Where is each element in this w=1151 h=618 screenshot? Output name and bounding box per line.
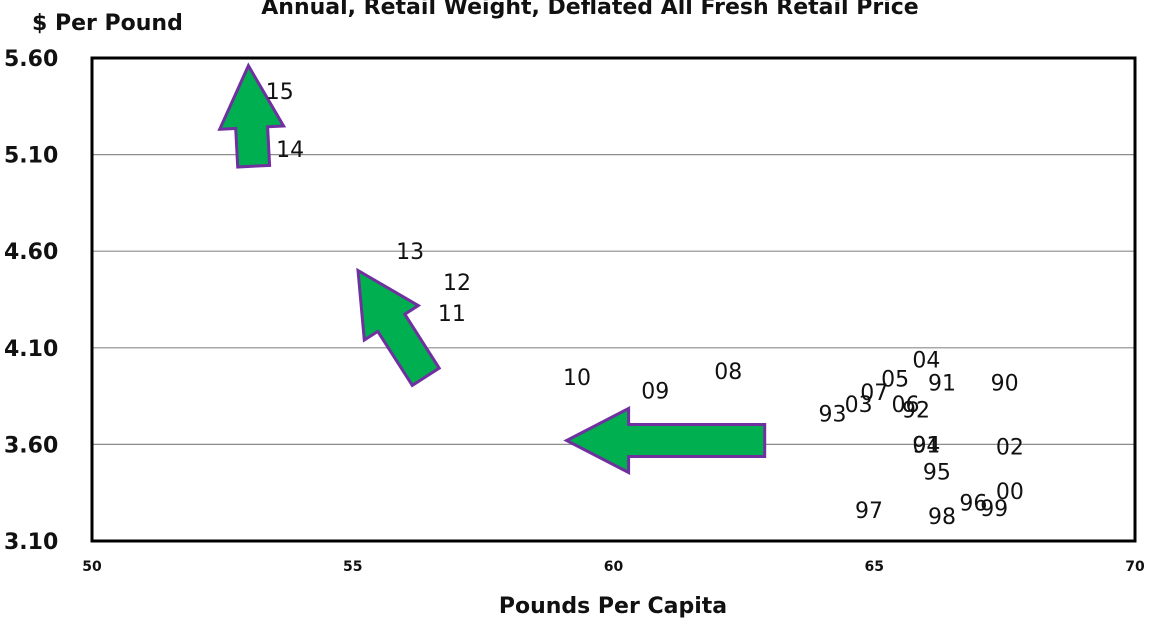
data-point-label: 02 [996, 435, 1024, 460]
data-point-label: 07 [860, 381, 888, 406]
data-point-label: 10 [563, 366, 591, 391]
data-point-label: 97 [855, 499, 883, 524]
x-tick-label: 50 [82, 559, 102, 575]
data-point-label: 14 [276, 138, 304, 163]
data-point-label: 12 [443, 271, 471, 296]
y-tick-label: 4.60 [4, 240, 58, 265]
data-point-label: 96 [959, 491, 987, 516]
trend-arrow [356, 267, 442, 388]
trend-arrows [217, 62, 767, 475]
data-point-label: 91 [928, 372, 956, 397]
trend-arrow [217, 62, 287, 169]
data-point-label: 08 [714, 360, 742, 385]
trend-arrow [563, 406, 767, 475]
x-tick-label: 55 [343, 559, 362, 575]
y-axis-label: $ Per Pound [32, 11, 183, 36]
x-tick-labels: 50 55 60 65 70 [82, 559, 1145, 575]
data-point-label: 00 [996, 480, 1024, 505]
x-tick-label: 65 [865, 559, 884, 575]
data-point-label: 03 [845, 393, 873, 418]
y-tick-labels: 3.10 3.60 4.10 4.60 5.10 5.60 [4, 47, 58, 555]
y-tick-label: 5.60 [4, 47, 58, 72]
y-tick-label: 5.10 [4, 144, 58, 169]
data-point-label: 09 [641, 379, 669, 404]
data-point-label: 93 [819, 402, 847, 427]
data-point-label: 95 [923, 460, 951, 485]
x-tick-label: 70 [1125, 559, 1145, 575]
data-point-label: 92 [902, 399, 930, 424]
data-point-label: 98 [928, 505, 956, 530]
data-point-label: 90 [991, 372, 1019, 397]
x-axis-label: Pounds Per Capita [499, 594, 727, 618]
data-point-label: 01 [912, 433, 940, 458]
data-point-label: 94 [912, 433, 940, 458]
y-tick-label: 4.10 [4, 337, 58, 362]
x-tick-label: 60 [604, 559, 624, 575]
data-point-label: 04 [912, 348, 940, 373]
data-point-label: 11 [438, 302, 466, 327]
y-tick-label: 3.60 [4, 433, 58, 458]
data-point-label: 99 [980, 497, 1008, 522]
data-point-label: 06 [892, 393, 920, 418]
data-point-label: 15 [266, 80, 294, 105]
chart-title: Annual, Retail Weight, Deflated All Fres… [261, 0, 918, 20]
y-tick-label: 3.10 [4, 530, 58, 555]
gridlines [92, 154, 1135, 445]
data-point-label: 13 [396, 240, 424, 265]
data-point-label: 05 [881, 368, 909, 393]
plot-area-border [90, 56, 1137, 543]
